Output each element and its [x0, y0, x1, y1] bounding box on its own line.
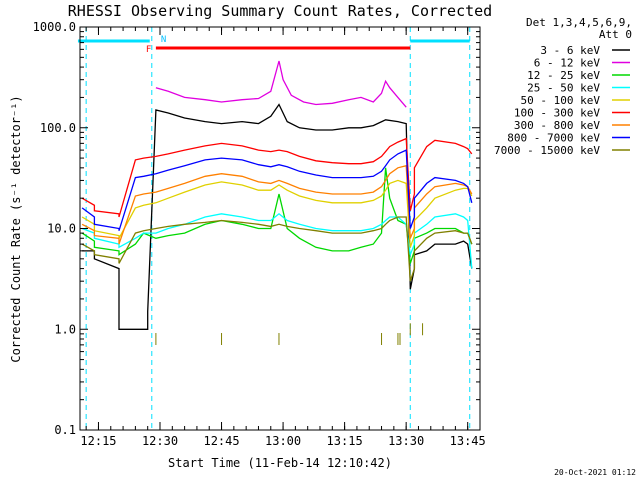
- x-tick-label: 12:30: [142, 434, 178, 448]
- y-tick-label: 1.0: [54, 322, 76, 336]
- x-tick-label: 12:15: [80, 434, 116, 448]
- series-line-1: [155, 60, 407, 108]
- y-tick-label: 1000.0: [33, 20, 76, 34]
- x-tick-label: 13:15: [327, 434, 363, 448]
- x-axis-label: Start Time (11-Feb-14 12:10:42): [168, 456, 392, 470]
- x-tick-label: 12:45: [203, 434, 239, 448]
- x-tick-label: 13:45: [450, 434, 486, 448]
- series-line-7: [81, 149, 473, 231]
- legend-label: 7000 - 15000 keV: [494, 144, 600, 157]
- legend-label: 300 - 800 keV: [514, 119, 600, 132]
- legend-label: 50 - 100 keV: [521, 94, 601, 107]
- series-line-8: [81, 216, 473, 282]
- legend-label: 100 - 300 keV: [514, 107, 600, 120]
- plot-frame: [79, 26, 481, 431]
- x-tick-label: 13:30: [388, 434, 424, 448]
- series-line-0: [82, 103, 473, 330]
- legend-header-2: Att 0: [599, 28, 632, 41]
- footer-timestamp: 20-Oct-2021 01:12: [554, 468, 636, 477]
- y-axis-label: Corrected Count Rate (s⁻¹ detector⁻¹): [9, 95, 23, 362]
- y-tick-label: 10.0: [47, 222, 76, 236]
- legend-label: 6 - 12 keV: [534, 57, 601, 70]
- x-tick-label: 13:00: [265, 434, 301, 448]
- legend-header-1: Det 1,3,4,5,6,9,: [526, 16, 632, 29]
- legend-label: 3 - 6 keV: [540, 44, 600, 57]
- chart-title: RHESSI Observing Summary Count Rates, Co…: [68, 2, 492, 20]
- legend-label: 12 - 25 keV: [527, 69, 600, 82]
- y-tick-label: 100.0: [40, 121, 76, 135]
- flag-f-label: F: [146, 45, 151, 55]
- y-tick-label: 0.1: [54, 423, 76, 437]
- flag-n-label: N: [161, 35, 166, 45]
- legend-label: 25 - 50 keV: [527, 82, 600, 95]
- legend-label: 800 - 7000 keV: [507, 132, 600, 145]
- series-line-5: [81, 137, 473, 218]
- series-line-3: [81, 212, 473, 269]
